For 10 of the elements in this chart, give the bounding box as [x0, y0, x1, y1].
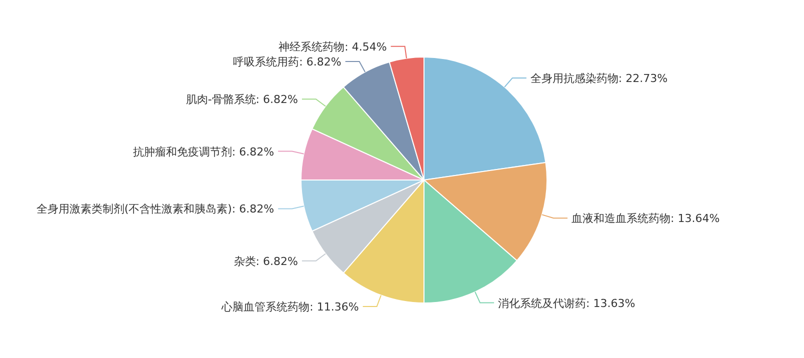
label: 消化系统及代谢药: 13.63%: [498, 296, 636, 310]
label: 呼吸系统用药: 6.82%: [233, 56, 342, 68]
label: 肌肉-骨骼系统: 6.82%: [186, 93, 298, 106]
label: 杂类: 6.82%: [234, 254, 298, 268]
label: 血液和造血系统药物: 13.64%: [572, 212, 720, 226]
label: 全身用激素类制剂(不含性激素和胰岛素): 6.82%: [36, 202, 274, 216]
label: 抗肿瘤和免疫调节剂: 6.82%: [132, 145, 274, 158]
label: 全身用抗感染药物: 22.73%: [530, 72, 668, 85]
label: 神经系统药物: 4.54%: [278, 40, 387, 54]
label: 心脑血管系统药物: 11.36%: [222, 300, 359, 314]
